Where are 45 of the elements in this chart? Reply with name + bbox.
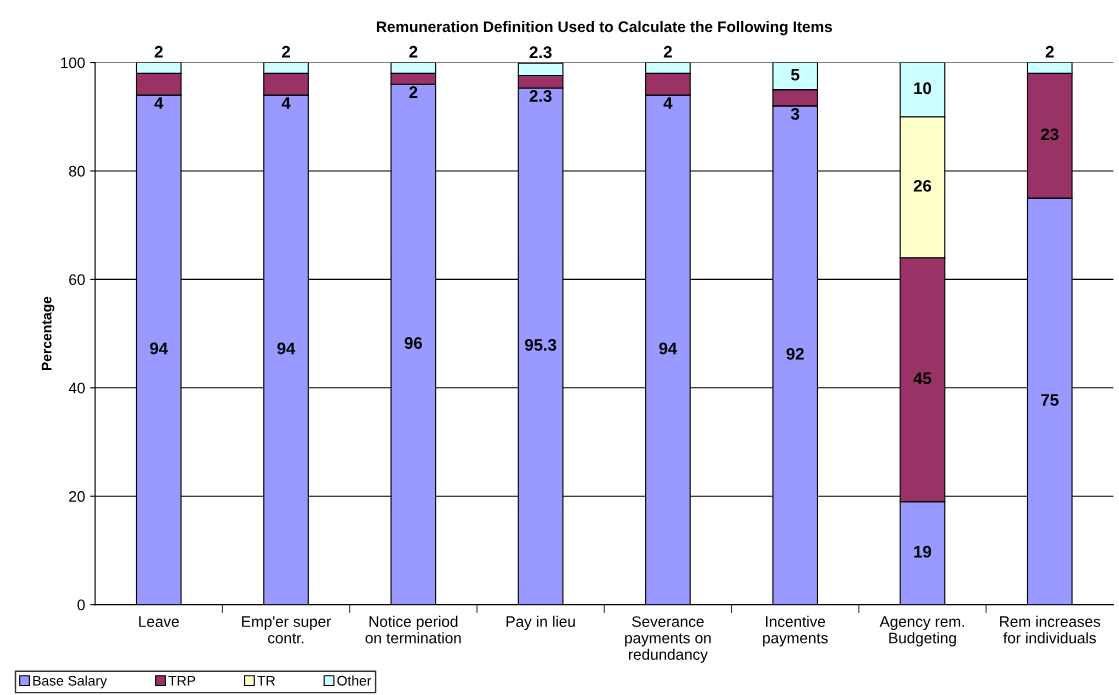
data-label: 2 — [409, 45, 418, 58]
data-label: 4 — [154, 97, 164, 109]
x-tick-label: Agency rem. Budgeting — [879, 616, 964, 647]
data-label: 45 — [913, 372, 932, 385]
data-label: 26 — [913, 179, 932, 192]
data-label: 94 — [277, 342, 296, 355]
data-label: 2 — [281, 45, 291, 58]
x-tick-label: Incentive payments — [763, 615, 828, 647]
legend-label: TRP — [168, 675, 196, 686]
data-label: 92 — [786, 347, 804, 360]
data-label: 2 — [663, 45, 672, 58]
data-label: 4 — [663, 97, 673, 109]
legend-label: Other — [337, 675, 372, 686]
data-label: 75 — [1041, 394, 1059, 406]
x-tick-label: Pay in lieu — [506, 615, 575, 630]
x-tick-label: Notice period on termination — [365, 615, 461, 644]
legend-label: TR — [257, 675, 275, 686]
data-label: 3 — [790, 107, 800, 120]
y-tick-label: 40 — [68, 382, 85, 394]
chart-title: Remuneration Definition Used to Calculate the Following Items — [376, 20, 832, 36]
data-label: 94 — [150, 342, 168, 355]
x-tick-label: Emp'er super contr. — [242, 616, 331, 644]
data-label: 2.3 — [529, 90, 552, 102]
y-tick-label: 60 — [69, 274, 85, 286]
data-label: 2.3 — [529, 46, 552, 59]
x-tick-label: Severance payments on redundancy — [625, 616, 711, 663]
x-tick-label: Leave — [139, 616, 179, 627]
data-label: 4 — [281, 97, 291, 109]
data-label: 96 — [404, 337, 422, 349]
data-label: 2 — [409, 86, 418, 98]
legend-label: Base Salary — [33, 675, 108, 689]
data-label: 2 — [154, 45, 163, 58]
data-label: 10 — [914, 82, 932, 95]
y-axis-title: Percentage — [41, 296, 55, 371]
y-tick-label: 0 — [77, 599, 85, 611]
data-label: 94 — [659, 342, 678, 355]
y-tick-label: 80 — [69, 165, 85, 177]
data-label: 5 — [791, 68, 800, 81]
y-tick-label: 20 — [69, 491, 85, 502]
x-tick-label: Rem increases for individuals — [1000, 615, 1101, 644]
data-label: 2 — [1045, 45, 1054, 58]
data-label: 19 — [914, 545, 932, 558]
y-tick-label: 100 — [61, 57, 85, 69]
data-label: 95.3 — [524, 339, 557, 351]
data-label: 23 — [1041, 128, 1059, 141]
